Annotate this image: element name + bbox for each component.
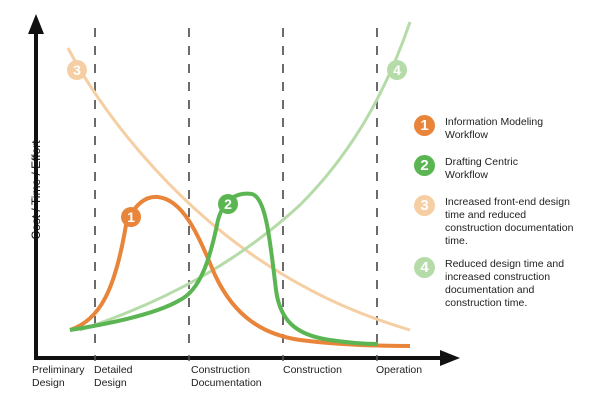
svg-text:1: 1 [127,209,135,225]
y-axis-arrow-icon [28,14,44,34]
legend-item-3: 3 Increased front-end design time and re… [414,195,600,248]
legend-badge-1-icon: 1 [414,115,435,136]
legend-badge-3-icon: 3 [414,195,435,216]
x-axis-arrow-icon [440,350,460,366]
curve-1-line [69,194,411,348]
curve-3-badge: 3 [67,60,87,80]
phase-dividers [94,28,378,352]
curve-2-line [69,191,379,346]
x-label-construction-documentation: Construction Documentation [191,364,262,389]
legend-badge-4-icon: 4 [414,257,435,278]
x-label-preliminary-design: Preliminary Design [32,364,85,389]
legend-text-3: Increased front-end design time and redu… [445,196,574,247]
x-label-operation: Operation [376,364,423,376]
legend-text-4: Reduced design time and increased constr… [445,258,565,309]
svg-text:3: 3 [73,62,81,78]
svg-text:2: 2 [224,196,232,212]
curve-1-badge: 1 [121,207,141,227]
curve-3-line [66,47,411,332]
legend: 1 Information Modeling Workflow 2 Drafti… [414,115,600,319]
x-label-construction: Construction [283,364,342,376]
curve-2-badge: 2 [218,194,238,214]
legend-text-1: Information Modeling Workflow [445,116,544,141]
curve-4-line [79,21,412,332]
x-axis-ticks [94,355,378,361]
legend-badge-2-icon: 2 [414,155,435,176]
legend-text-2: Drafting Centric Workflow [445,156,518,181]
y-axis-label: Cost / Time / Effort [29,140,43,240]
legend-item-4: 4 Reduced design time and increased cons… [414,257,600,310]
legend-item-2: 2 Drafting Centric Workflow [414,155,600,182]
curve-4-badge: 4 [387,60,407,80]
svg-text:4: 4 [393,62,401,78]
legend-item-1: 1 Information Modeling Workflow [414,115,600,142]
x-label-detailed-design: Detailed Design [94,364,133,389]
